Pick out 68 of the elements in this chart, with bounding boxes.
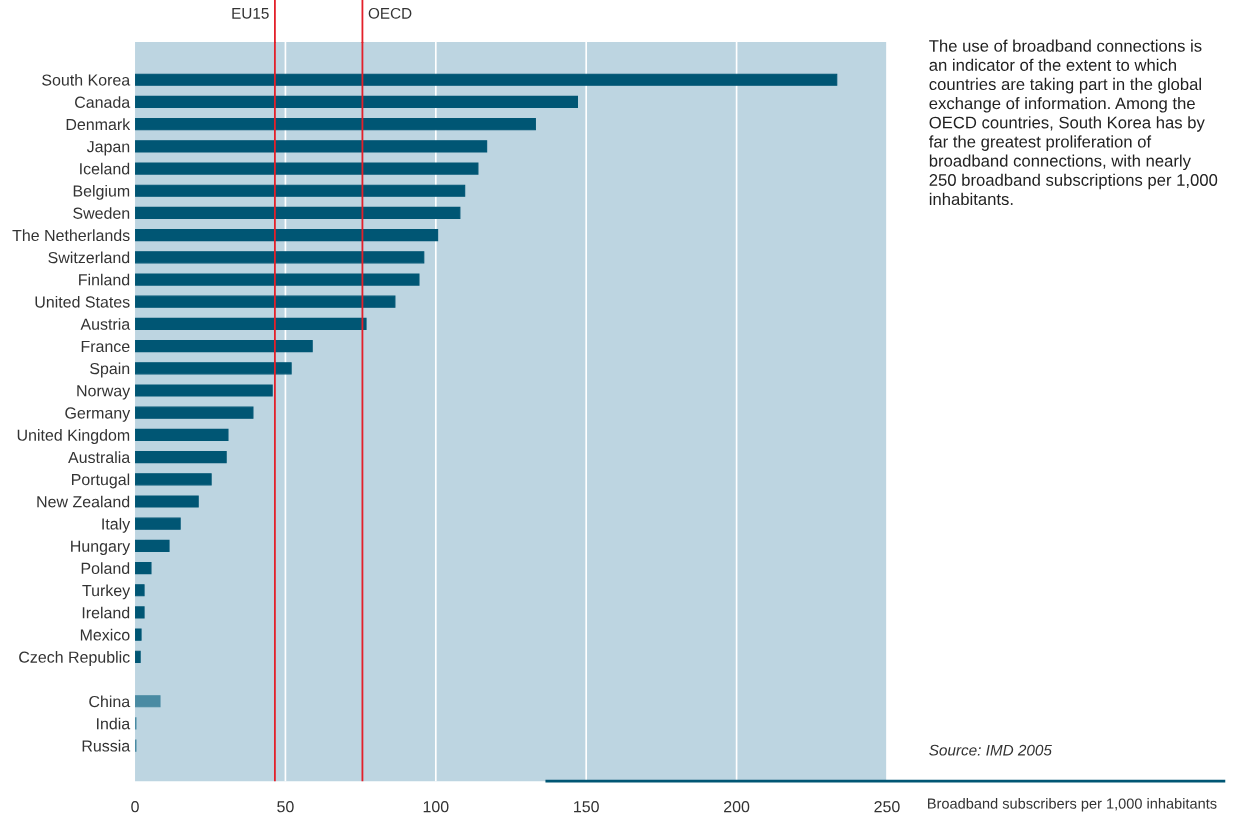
x-tick-label: 200 bbox=[724, 801, 750, 813]
bar bbox=[135, 473, 212, 486]
y-tick-label: New Zealand bbox=[37, 495, 130, 508]
y-tick-label: Norway bbox=[77, 385, 131, 400]
bar bbox=[135, 118, 536, 131]
y-tick-label: China bbox=[89, 695, 131, 708]
y-tick-label: Canada bbox=[75, 96, 131, 108]
bar bbox=[135, 340, 313, 353]
bar bbox=[135, 517, 181, 530]
y-tick-label: Hungary bbox=[71, 540, 131, 555]
bar bbox=[135, 695, 161, 708]
bar bbox=[135, 406, 254, 419]
y-tick-label: United States bbox=[35, 295, 130, 308]
bar bbox=[135, 184, 466, 197]
bar bbox=[135, 584, 145, 597]
x-tick-label: 150 bbox=[574, 801, 599, 813]
x-tick-label: 250 bbox=[874, 801, 900, 813]
bar bbox=[135, 251, 425, 264]
bar bbox=[135, 606, 145, 619]
bar bbox=[135, 95, 579, 109]
bar bbox=[135, 162, 479, 175]
bar bbox=[135, 428, 229, 441]
bar bbox=[135, 450, 227, 464]
y-tick-label: South Korea bbox=[42, 73, 131, 86]
y-tick-label: Ireland bbox=[82, 606, 130, 619]
ref-line-label: OECD bbox=[368, 7, 412, 19]
bar bbox=[135, 628, 142, 641]
x-axis-title: Broadband subscribers per 1,000 inhabitants bbox=[928, 798, 1217, 812]
bar bbox=[135, 73, 838, 86]
bar bbox=[135, 140, 488, 153]
y-tick-label: Portugal bbox=[72, 473, 130, 489]
text: The use of broadband connections is an indicator of the extent to which countries are taking part in the global exchange of information. Among the OECD countries, South Korea has by far the greatest proliferation of broadband connections, with nearly 250 broadband subscriptions per 1,000 inhabitants. bbox=[929, 39, 1218, 206]
y-tick-label: Mexico bbox=[80, 628, 130, 641]
y-tick-label: Switzerland bbox=[48, 251, 130, 264]
bar bbox=[135, 229, 439, 242]
y-tick-label: Italy bbox=[102, 517, 131, 533]
y-tick-label: Austria bbox=[80, 318, 131, 330]
ref-line-label: EU15 bbox=[232, 8, 269, 19]
y-tick-label: Denmark bbox=[66, 118, 131, 131]
y-tick-label: Finland bbox=[79, 273, 130, 286]
y-tick-label: Russia bbox=[82, 739, 131, 752]
bar bbox=[135, 206, 461, 220]
y-tick-label: The Netherlands bbox=[12, 229, 130, 242]
bar bbox=[135, 384, 273, 397]
x-tick-label: 100 bbox=[423, 801, 449, 813]
y-tick-label: Iceland bbox=[80, 162, 130, 175]
bar bbox=[135, 273, 420, 286]
y-tick-label: Spain bbox=[90, 362, 130, 378]
bar bbox=[135, 295, 396, 308]
y-tick-label: France bbox=[81, 340, 130, 353]
bar bbox=[135, 561, 152, 575]
y-tick-label: Poland bbox=[81, 562, 130, 575]
y-tick-label: Germany bbox=[65, 407, 131, 422]
x-tick-label: 0 bbox=[131, 801, 139, 813]
bar bbox=[135, 495, 199, 508]
y-tick-label: Japan bbox=[86, 141, 130, 156]
y-tick-label: United Kingdom bbox=[17, 429, 130, 444]
y-tick-label: India bbox=[97, 717, 131, 730]
y-tick-label: Turkey bbox=[82, 584, 131, 600]
source-note: Source: IMD 2005 bbox=[929, 744, 1052, 756]
y-tick-label: Sweden bbox=[73, 207, 130, 219]
y-tick-label: Belgium bbox=[73, 184, 130, 200]
bar bbox=[135, 317, 367, 331]
y-tick-label: Czech Republic bbox=[19, 651, 130, 666]
bar bbox=[135, 362, 292, 375]
x-tick-label: 50 bbox=[277, 801, 294, 813]
y-tick-label: Australia bbox=[68, 451, 131, 464]
bar bbox=[135, 539, 170, 552]
